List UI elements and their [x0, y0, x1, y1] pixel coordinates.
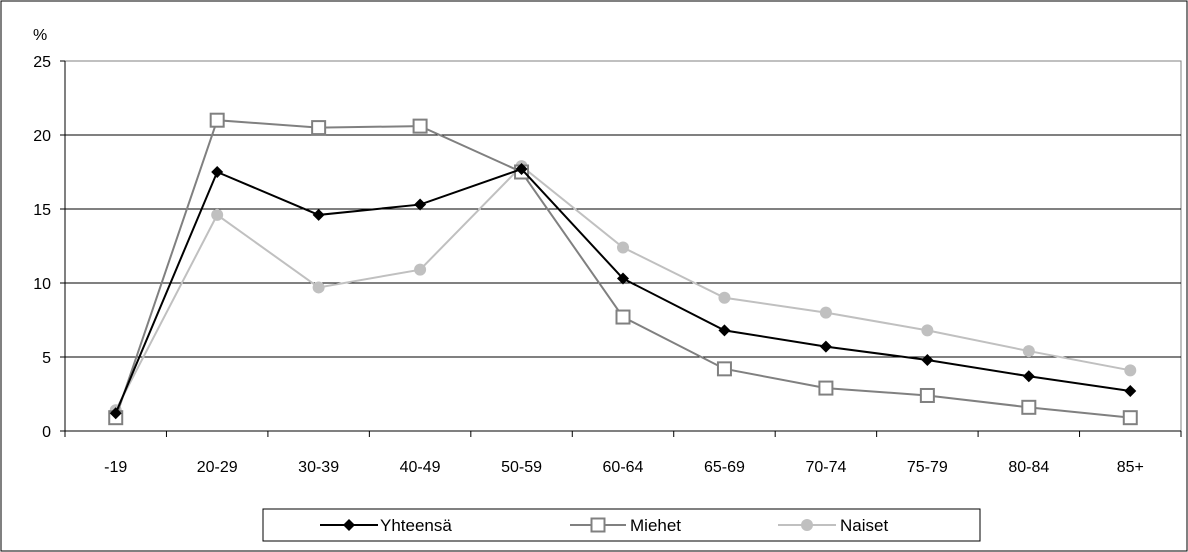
series-yhteensä	[109, 163, 1137, 420]
data-point	[919, 387, 935, 403]
y-tick-label: 5	[42, 350, 51, 367]
data-point	[312, 208, 325, 221]
data-point	[1021, 399, 1037, 415]
legend-item-yhteensä: Yhteensä	[320, 516, 452, 535]
x-tick-label: 65-69	[704, 459, 745, 476]
y-tick-label: 15	[33, 202, 51, 219]
data-point	[818, 380, 834, 396]
data-point	[819, 340, 832, 353]
x-tick-label: 60-64	[603, 459, 644, 476]
y-tick-label: 20	[33, 128, 51, 145]
x-tick-label: 70-74	[805, 459, 846, 476]
y-tick-label: 0	[42, 424, 51, 441]
data-point	[1022, 345, 1035, 358]
x-tick-label: 75-79	[907, 459, 948, 476]
data-point	[921, 353, 934, 366]
x-tick-label: 50-59	[501, 459, 542, 476]
x-tick-label: 40-49	[400, 459, 441, 476]
data-point	[1124, 364, 1137, 377]
legend-label: Naiset	[840, 516, 888, 535]
legend-marker	[343, 519, 355, 531]
data-point	[716, 361, 732, 377]
data-point	[718, 324, 731, 337]
legend-marker	[590, 517, 606, 533]
legend-marker	[801, 519, 813, 531]
legend-label: Yhteensä	[380, 516, 452, 535]
data-point	[211, 166, 224, 178]
data-point	[515, 163, 528, 176]
y-tick-label: 25	[33, 54, 51, 71]
legend-item-miehet: Miehet	[570, 516, 681, 535]
legend-label: Miehet	[630, 516, 681, 535]
axes: 0 5 10 15 20 25 -19 20-29 30-39 40-49 50-59 60-64 65…	[33, 54, 1182, 476]
y-axis-label: %	[33, 27, 47, 44]
data-point	[921, 324, 934, 337]
data-point	[211, 208, 224, 221]
data-point	[414, 263, 427, 276]
data-point	[311, 120, 327, 136]
legend-item-naiset: Naiset	[778, 516, 888, 535]
data-point	[412, 118, 428, 134]
x-tick-label: 30-39	[298, 459, 339, 476]
data-point	[718, 291, 731, 304]
data-point	[1124, 385, 1137, 398]
data-point	[1022, 370, 1035, 383]
series-layer	[108, 112, 1138, 426]
x-tick-label: 85+	[1117, 459, 1144, 476]
data-point	[615, 309, 631, 325]
y-tick-label: 10	[33, 276, 51, 293]
data-point	[819, 306, 832, 319]
data-point	[109, 407, 122, 420]
x-tick-label: 80-84	[1008, 459, 1049, 476]
data-point	[617, 272, 629, 285]
data-point	[414, 198, 427, 211]
data-point	[617, 241, 629, 254]
series-miehet	[108, 112, 1138, 426]
x-tick-label: 20-29	[197, 459, 238, 476]
data-point	[1122, 410, 1138, 426]
data-point	[312, 281, 325, 294]
x-tick-label: -19	[104, 459, 127, 476]
data-point	[209, 112, 225, 128]
legend: Yhteensä Miehet Naiset	[262, 508, 981, 542]
